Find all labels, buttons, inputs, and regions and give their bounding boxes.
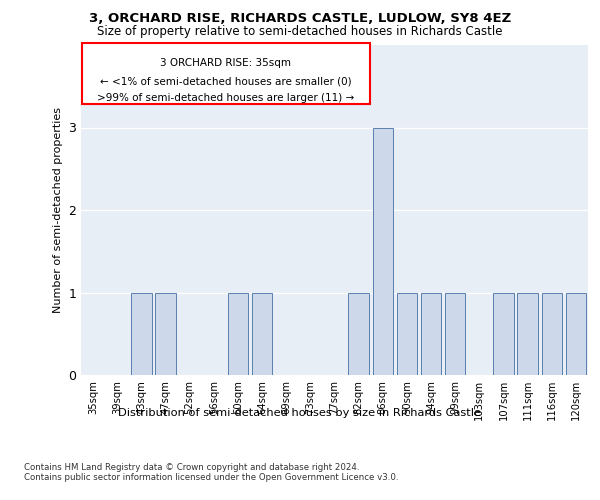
Bar [517,292,538,375]
Bar [227,292,248,375]
Bar [542,292,562,375]
Bar [349,292,369,375]
Bar [252,292,272,375]
Text: Distribution of semi-detached houses by size in Richards Castle: Distribution of semi-detached houses by … [119,408,482,418]
Y-axis label: Number of semi-detached properties: Number of semi-detached properties [53,107,62,313]
Text: Size of property relative to semi-detached houses in Richards Castle: Size of property relative to semi-detach… [97,25,503,38]
Bar [493,292,514,375]
Text: Contains public sector information licensed under the Open Government Licence v3: Contains public sector information licen… [24,472,398,482]
Text: 3 ORCHARD RISE: 35sqm: 3 ORCHARD RISE: 35sqm [160,58,292,68]
Bar [397,292,417,375]
Bar [82,44,370,104]
Text: >99% of semi-detached houses are larger (11) →: >99% of semi-detached houses are larger … [97,94,355,104]
Text: ← <1% of semi-detached houses are smaller (0): ← <1% of semi-detached houses are smalle… [100,76,352,86]
Bar [566,292,586,375]
Bar [445,292,466,375]
Bar [421,292,442,375]
Text: Contains HM Land Registry data © Crown copyright and database right 2024.: Contains HM Land Registry data © Crown c… [24,462,359,471]
Text: 3, ORCHARD RISE, RICHARDS CASTLE, LUDLOW, SY8 4EZ: 3, ORCHARD RISE, RICHARDS CASTLE, LUDLOW… [89,12,511,26]
Bar [131,292,152,375]
Bar [373,128,393,375]
Bar [155,292,176,375]
